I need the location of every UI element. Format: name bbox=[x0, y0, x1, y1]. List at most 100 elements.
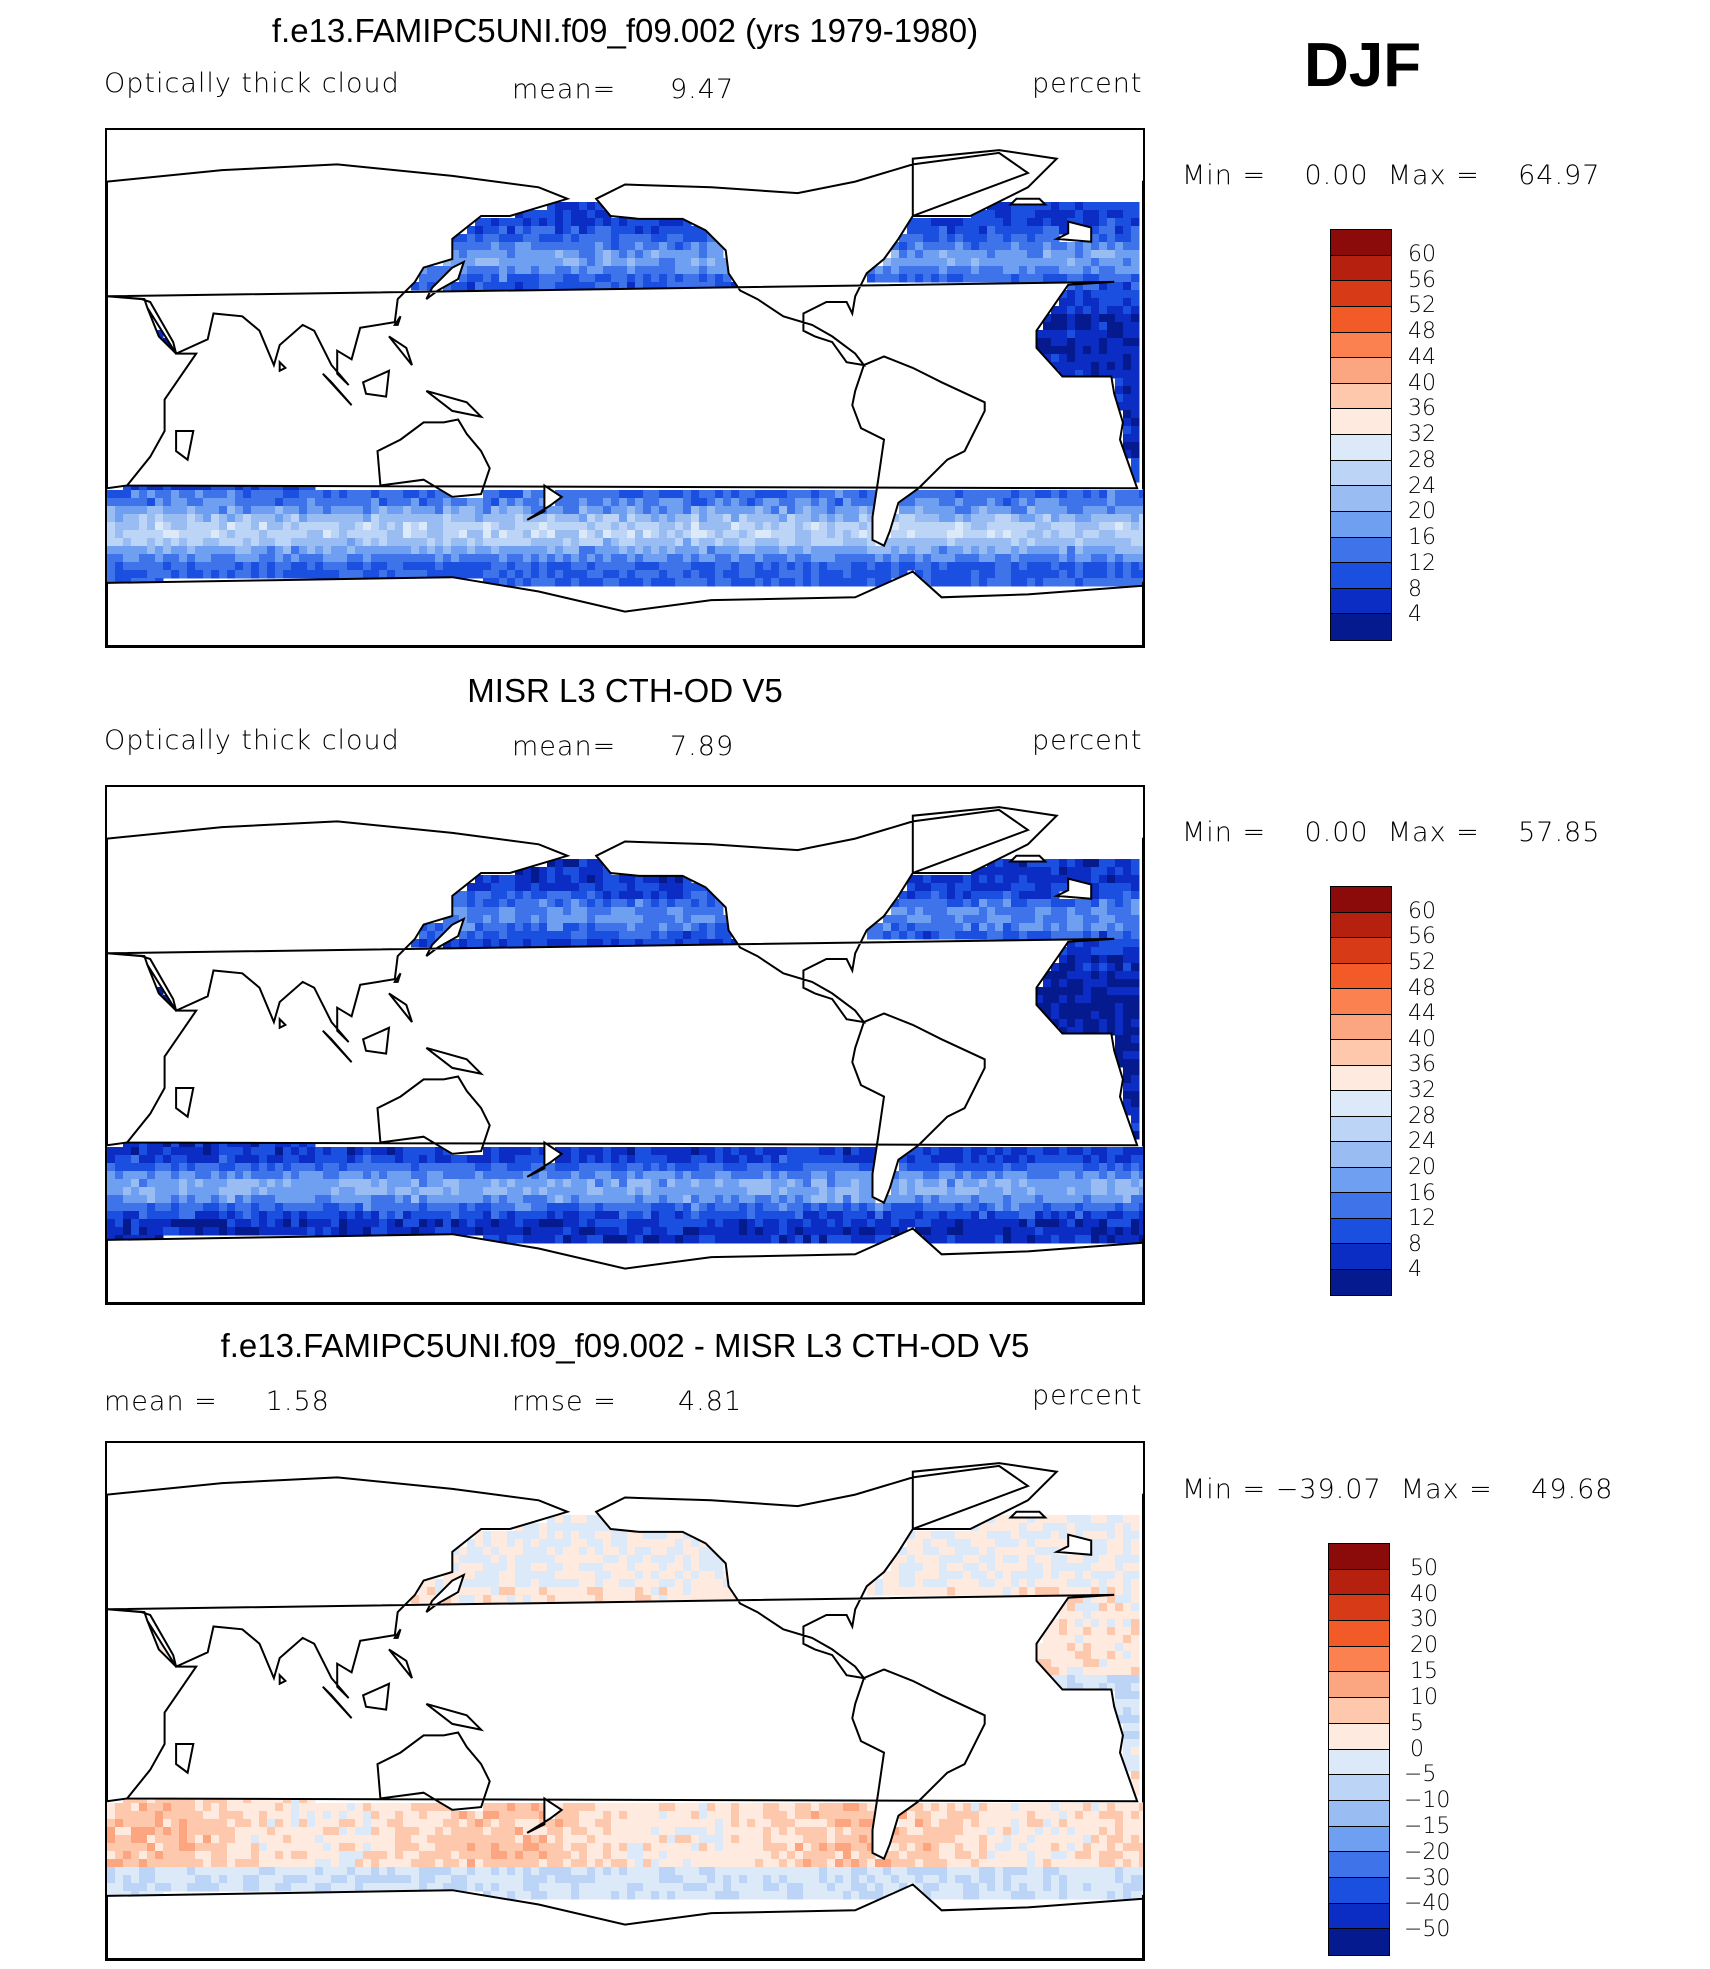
data-cell bbox=[835, 1187, 844, 1196]
data-cell bbox=[987, 562, 996, 571]
data-cell bbox=[1067, 907, 1076, 916]
data-cell bbox=[355, 1147, 364, 1156]
data-cell bbox=[907, 1155, 916, 1164]
data-cell bbox=[155, 522, 164, 531]
data-cell bbox=[499, 923, 508, 932]
data-cell bbox=[371, 506, 380, 515]
data-cell bbox=[659, 931, 668, 940]
data-cell bbox=[475, 1227, 484, 1236]
data-cell bbox=[1011, 514, 1020, 523]
data-cell bbox=[1115, 1211, 1124, 1220]
data-cell bbox=[923, 875, 932, 884]
data-cell bbox=[939, 1555, 948, 1564]
data-cell bbox=[1091, 282, 1100, 291]
data-cell bbox=[931, 514, 940, 523]
data-cell bbox=[1131, 394, 1140, 403]
data-cell bbox=[507, 562, 516, 571]
data-cell bbox=[315, 1187, 324, 1196]
data-cell bbox=[555, 530, 564, 539]
data-cell bbox=[915, 522, 924, 531]
data-cell bbox=[763, 1163, 772, 1172]
data-cell bbox=[835, 514, 844, 523]
data-cell bbox=[507, 250, 516, 259]
data-cell bbox=[395, 498, 404, 507]
data-cell bbox=[1067, 578, 1076, 587]
data-cell bbox=[1139, 1195, 1143, 1204]
data-cell bbox=[1107, 274, 1116, 283]
data-cell bbox=[1011, 1203, 1020, 1212]
data-cell bbox=[1019, 546, 1028, 555]
data-cell bbox=[339, 554, 348, 563]
data-cell bbox=[1083, 1203, 1092, 1212]
data-cell bbox=[939, 1235, 948, 1244]
data-cell bbox=[667, 1219, 676, 1228]
data-cell bbox=[507, 923, 516, 932]
data-cell bbox=[1099, 234, 1108, 243]
data-cell bbox=[1099, 562, 1108, 571]
data-cell bbox=[443, 538, 452, 547]
data-cell bbox=[1075, 1523, 1084, 1532]
data-cell bbox=[939, 274, 948, 283]
data-cell bbox=[459, 242, 468, 251]
data-cell bbox=[603, 218, 612, 227]
data-cell bbox=[171, 538, 180, 547]
data-cell bbox=[963, 538, 972, 547]
data-cell bbox=[787, 1187, 796, 1196]
data-cell bbox=[1011, 1523, 1020, 1532]
data-cell bbox=[403, 546, 412, 555]
data-cell bbox=[1131, 1515, 1140, 1524]
data-cell bbox=[659, 218, 668, 227]
data-cell bbox=[1099, 258, 1108, 267]
data-cell bbox=[611, 1147, 620, 1156]
data-cell bbox=[227, 1203, 236, 1212]
data-cell bbox=[947, 1171, 956, 1180]
data-cell bbox=[627, 490, 636, 499]
data-cell bbox=[811, 514, 820, 523]
data-cell bbox=[115, 1155, 124, 1164]
data-cell bbox=[419, 1195, 428, 1204]
data-cell bbox=[1027, 570, 1036, 579]
data-cell bbox=[355, 1163, 364, 1172]
data-cell bbox=[635, 506, 644, 515]
data-cell bbox=[715, 554, 724, 563]
data-cell bbox=[1011, 498, 1020, 507]
data-cell bbox=[667, 570, 676, 579]
data-cell bbox=[1139, 1171, 1143, 1180]
data-cell bbox=[587, 867, 596, 876]
data-cell bbox=[779, 514, 788, 523]
data-cell bbox=[883, 1219, 892, 1228]
data-cell bbox=[659, 570, 668, 579]
data-cell bbox=[1107, 987, 1116, 996]
data-cell bbox=[291, 490, 300, 499]
data-cell bbox=[675, 578, 684, 587]
data-cell bbox=[755, 578, 764, 587]
data-cell bbox=[467, 939, 476, 948]
data-cell bbox=[1131, 1147, 1140, 1156]
data-cell bbox=[915, 907, 924, 916]
data-cell bbox=[571, 514, 580, 523]
data-cell bbox=[1139, 1147, 1143, 1156]
data-cell bbox=[963, 1163, 972, 1172]
data-cell bbox=[1139, 522, 1143, 531]
data-cell bbox=[1067, 306, 1076, 315]
data-cell bbox=[619, 506, 628, 515]
data-cell bbox=[491, 250, 500, 259]
data-cell bbox=[699, 1195, 708, 1204]
data-cell bbox=[547, 883, 556, 892]
data-cell bbox=[467, 1163, 476, 1172]
data-cell bbox=[1115, 1027, 1124, 1036]
data-cell bbox=[1067, 490, 1076, 499]
data-cell bbox=[1067, 554, 1076, 563]
data-cell bbox=[259, 1147, 268, 1156]
data-cell bbox=[1027, 1147, 1036, 1156]
data-cell bbox=[979, 875, 988, 884]
data-cell bbox=[187, 1211, 196, 1220]
data-cell bbox=[779, 1163, 788, 1172]
data-cell bbox=[1115, 266, 1124, 275]
data-cell bbox=[531, 891, 540, 900]
data-cell bbox=[587, 506, 596, 515]
data-cell bbox=[947, 218, 956, 227]
data-cell bbox=[299, 514, 308, 523]
data-cell bbox=[1051, 1003, 1060, 1012]
data-cell bbox=[1035, 530, 1044, 539]
